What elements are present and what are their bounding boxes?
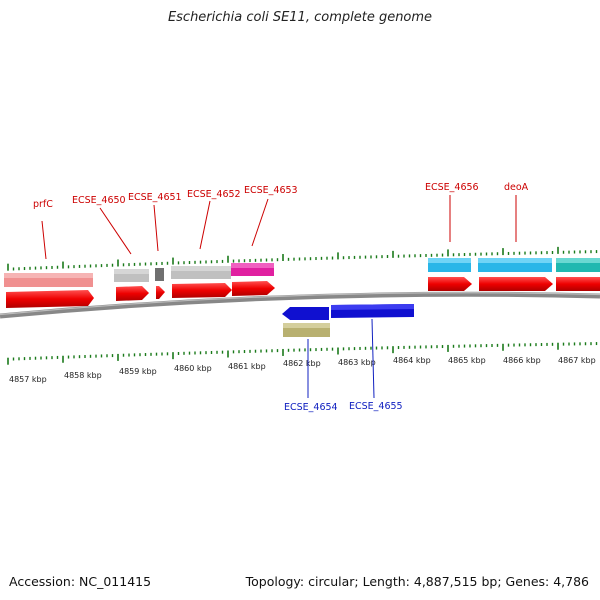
tick-row-top <box>7 246 598 271</box>
gene-ECSE_4651[interactable] <box>155 268 164 281</box>
gene-labels-bottom: ECSE_4654 ECSE_4655 <box>284 401 403 413</box>
gene-label: ECSE_4651 <box>128 192 182 203</box>
cds-arrow-reverse[interactable] <box>282 307 329 320</box>
kbp-label: 4865 kbp <box>448 356 486 365</box>
cds-arrow[interactable] <box>6 290 94 308</box>
kbp-axis-labels: 4857 kbp 4858 kbp 4859 kbp 4860 kbp 4861… <box>9 356 596 384</box>
label-leaders-bottom <box>307 318 375 399</box>
cds-arrow[interactable] <box>156 286 165 299</box>
kbp-label: 4863 kbp <box>338 358 376 367</box>
cds-arrow[interactable] <box>479 277 553 291</box>
accession-text: Accession: NC_011415 <box>9 574 152 589</box>
gene-label: ECSE_4656 <box>425 182 479 193</box>
cds-arrows-reverse <box>282 304 414 337</box>
kbp-label: 4857 kbp <box>9 375 47 384</box>
kbp-label: 4867 kbp <box>558 356 596 365</box>
gene-label: ECSE_4654 <box>284 402 338 413</box>
kbp-label: 4861 kbp <box>228 362 266 371</box>
gene-label: ECSE_4653 <box>244 185 298 196</box>
cds-arrow[interactable] <box>172 283 232 298</box>
gene-labels-top: prfC ECSE_4650 ECSE_4651 ECSE_4652 ECSE_… <box>33 182 529 210</box>
kbp-label: 4860 kbp <box>174 364 212 373</box>
cds-arrow[interactable] <box>428 277 472 291</box>
tick-row-bottom <box>7 342 598 365</box>
genome-backbone <box>0 291 600 319</box>
kbp-label: 4864 kbp <box>393 356 431 365</box>
page-title: Escherichia coli SE11, complete genome <box>167 10 433 25</box>
cds-arrow[interactable] <box>556 277 600 291</box>
cds-arrow[interactable] <box>232 281 275 296</box>
gene-label: prfC <box>33 199 53 210</box>
label-leaders-top <box>41 195 517 260</box>
gene-label: ECSE_4655 <box>349 401 403 412</box>
kbp-label: 4866 kbp <box>503 356 541 365</box>
gene-label: deoA <box>504 182 529 193</box>
cds-arrows-forward <box>6 277 600 308</box>
kbp-label: 4859 kbp <box>119 367 157 376</box>
cds-arrow[interactable] <box>116 286 149 301</box>
kbp-label: 4858 kbp <box>64 371 102 380</box>
gene-label: ECSE_4650 <box>72 195 126 206</box>
gene-label: ECSE_4652 <box>187 189 241 200</box>
kbp-label: 4862 kbp <box>283 359 321 368</box>
genome-summary-text: Topology: circular; Length: 4,887,515 bp… <box>245 574 589 589</box>
gene-features-upper <box>4 258 600 287</box>
